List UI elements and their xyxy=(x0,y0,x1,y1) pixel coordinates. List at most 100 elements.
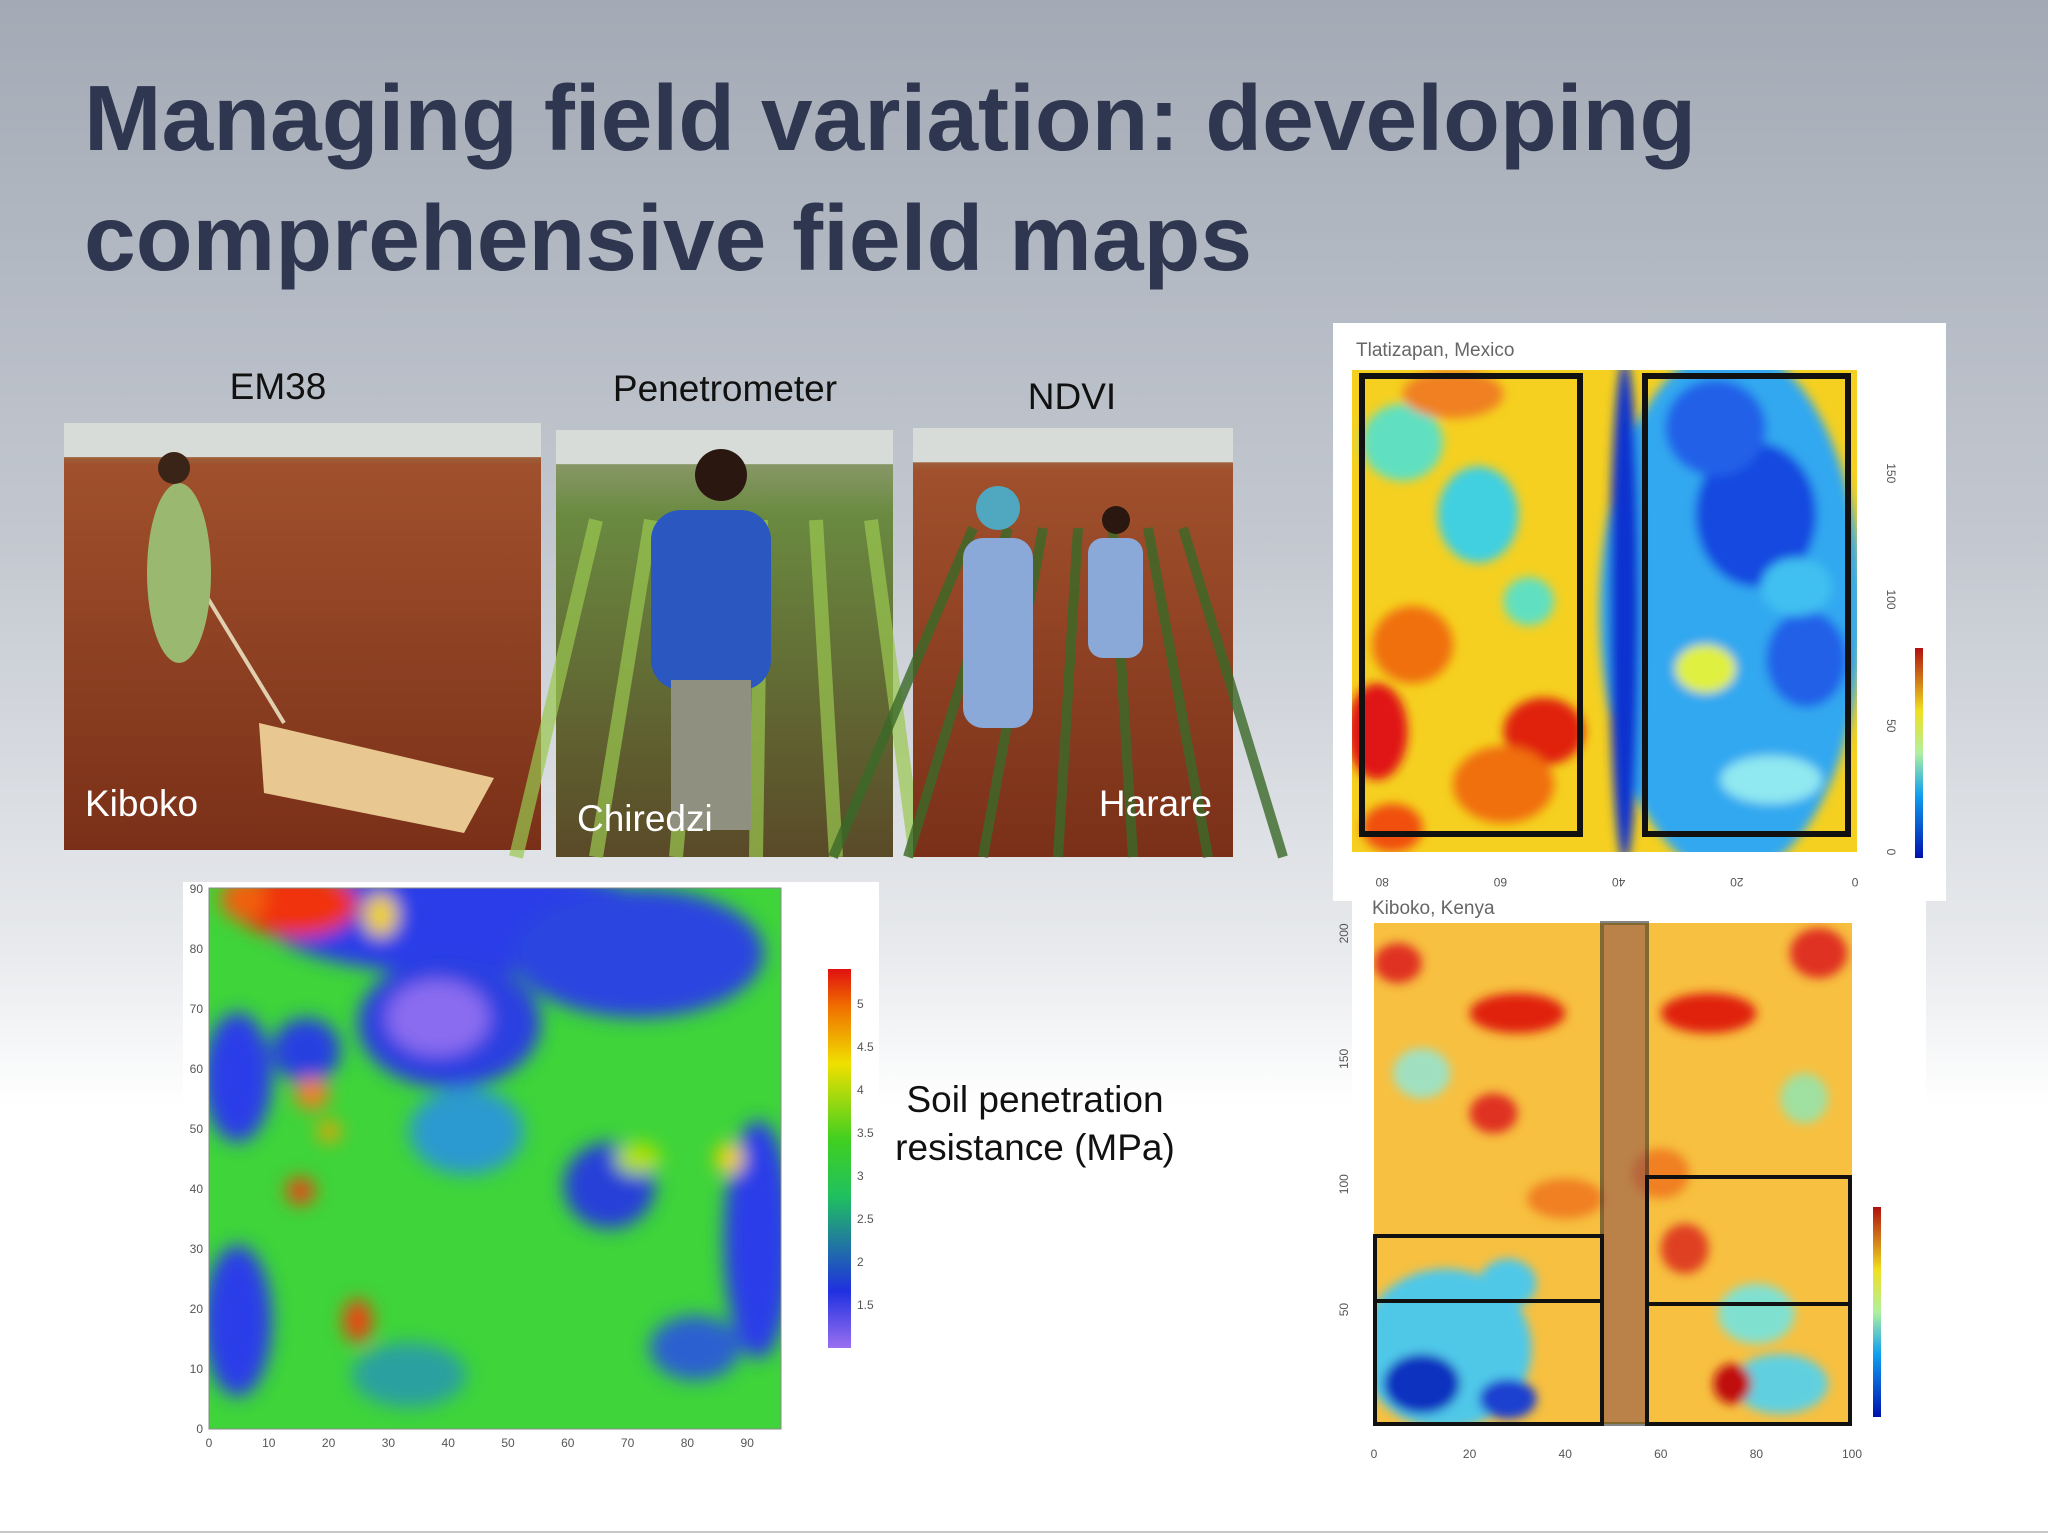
plot-frame xyxy=(208,887,782,1430)
heatmap-blob xyxy=(1526,1178,1604,1219)
heatmap-blob xyxy=(1362,803,1423,852)
heatmap xyxy=(209,888,781,1429)
x-tick-label: 30 xyxy=(382,1436,396,1450)
heatmap-blob xyxy=(1713,1363,1752,1404)
heatmap-blob xyxy=(1479,1378,1537,1419)
colorbar-tick-label: 1.5 xyxy=(857,1298,874,1312)
x-tick-label: 20 xyxy=(322,1436,336,1450)
heatmap-blob xyxy=(1393,1048,1451,1099)
colorbar-tick-label: 3 xyxy=(857,1169,864,1183)
y-tick-label: 50 xyxy=(190,1122,204,1136)
heatmap-blob xyxy=(1503,577,1554,626)
photo-sky xyxy=(64,423,541,458)
person-head xyxy=(1102,506,1130,534)
x-tick-label: 40 xyxy=(1612,875,1626,889)
heatmap-blob xyxy=(1660,993,1757,1034)
plot-box xyxy=(1373,1234,1604,1426)
heatmap-blobs xyxy=(1374,928,1848,1424)
plot-box xyxy=(1359,373,1583,837)
photo-location: Chiredzi xyxy=(577,798,713,839)
y-tick-label: 100 xyxy=(1337,1174,1351,1194)
heatmap-blobs xyxy=(1352,370,1857,852)
heatmap-blobs xyxy=(209,888,781,1408)
y-tick-label: 10 xyxy=(190,1362,204,1376)
y-tick-label: 150 xyxy=(1884,463,1898,483)
y-tick-label: 50 xyxy=(1337,1303,1351,1317)
x-tick-label: 40 xyxy=(1559,1447,1573,1461)
photo-label: EM38 xyxy=(230,366,327,407)
sledge xyxy=(259,723,494,833)
heatmap-blob xyxy=(1437,466,1519,563)
crop-row xyxy=(589,518,658,859)
photo-location: Kiboko xyxy=(85,783,198,824)
heatmap-blob xyxy=(1780,1073,1829,1124)
heatmap-blob xyxy=(294,1077,330,1110)
crop-row xyxy=(809,519,843,858)
x-tick-label: 80 xyxy=(1375,875,1389,889)
heatmap-blob xyxy=(1469,993,1566,1034)
y-tick-label: 0 xyxy=(196,1422,203,1436)
heatmap-blob xyxy=(1675,644,1736,693)
heatmap-blob xyxy=(209,1012,272,1143)
heatmap-blob xyxy=(1660,1223,1709,1274)
y-tick-label: 90 xyxy=(190,882,204,896)
person xyxy=(963,538,1033,728)
heatmap-blob xyxy=(1362,403,1443,481)
colorbar-tick-label: 4.5 xyxy=(857,1040,874,1054)
heatmap-blob xyxy=(220,888,267,921)
plot-box xyxy=(1645,1175,1852,1426)
crop-row xyxy=(1178,526,1288,859)
plot-box xyxy=(1642,373,1851,837)
x-tick-label: 60 xyxy=(1654,1447,1668,1461)
photo-label: NDVI xyxy=(1028,376,1116,417)
heatmap-blob xyxy=(1453,745,1554,824)
heatmap-blob xyxy=(1503,697,1585,766)
y-tick-label: 30 xyxy=(190,1242,204,1256)
crop-row xyxy=(828,526,978,859)
heatmap-blob xyxy=(1720,755,1822,804)
heatmap-blob xyxy=(286,1177,315,1205)
x-tick-label: 60 xyxy=(561,1436,575,1450)
colorbar-tick-label: 3.5 xyxy=(857,1126,874,1140)
heatmap-blob xyxy=(715,1142,744,1175)
heatmap-blob xyxy=(1766,611,1847,708)
heatmap-blob xyxy=(352,1342,467,1408)
plot-band xyxy=(1600,921,1649,1426)
x-tick-label: 70 xyxy=(621,1436,635,1450)
colorbar xyxy=(828,969,851,1348)
footer-rule xyxy=(0,1531,2048,1533)
heatmap-blob xyxy=(1732,1353,1829,1414)
map-title: Tlatizapan, Mexico xyxy=(1356,340,1514,361)
person-head xyxy=(976,486,1020,530)
colorbar-tick-label: 5 xyxy=(857,997,864,1011)
crop-row xyxy=(1053,527,1083,858)
person xyxy=(651,510,771,690)
colorbar-tick-label: 4 xyxy=(857,1083,864,1097)
heatmap-blob xyxy=(649,1315,741,1381)
x-tick-label: 20 xyxy=(1463,1447,1477,1461)
heatmap-blob xyxy=(615,1142,661,1175)
heatmap-blob xyxy=(409,1088,524,1175)
heatmap-blob xyxy=(1665,379,1767,477)
heatmap-blob xyxy=(363,893,398,937)
person xyxy=(1088,538,1143,658)
map-caption: Soil penetration resistance (MPa) xyxy=(895,1079,1175,1168)
x-tick-label: 80 xyxy=(1750,1447,1764,1461)
y-tick-label: 40 xyxy=(190,1182,204,1196)
y-tick-label: 80 xyxy=(190,942,204,956)
x-tick-label: 100 xyxy=(1842,1447,1862,1461)
crop-row xyxy=(509,518,603,859)
y-tick-label: 150 xyxy=(1337,1048,1351,1068)
heatmap-blob xyxy=(1402,370,1504,419)
heatmap-blob xyxy=(512,888,764,1018)
colorbar-tick-label: 2.5 xyxy=(857,1212,874,1226)
heatmap-blob xyxy=(317,1120,341,1143)
heatmap-blob xyxy=(1695,442,1817,587)
x-tick-label: 90 xyxy=(741,1436,755,1450)
heatmap-blob xyxy=(723,1120,781,1359)
person-head xyxy=(695,449,747,501)
photo-location: Harare xyxy=(1099,783,1212,824)
heatmap-blob xyxy=(1374,943,1422,984)
heatmap-blob xyxy=(1383,1353,1461,1414)
